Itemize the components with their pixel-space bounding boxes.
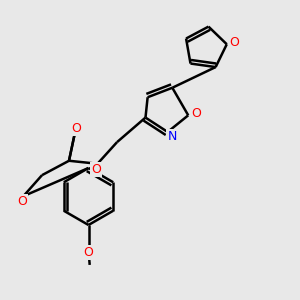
Text: O: O bbox=[84, 246, 93, 260]
Text: O: O bbox=[71, 122, 81, 135]
Text: O: O bbox=[229, 36, 239, 49]
Text: O: O bbox=[191, 107, 201, 120]
Text: O: O bbox=[17, 195, 27, 208]
Text: O: O bbox=[91, 163, 101, 176]
Text: N: N bbox=[167, 130, 177, 143]
